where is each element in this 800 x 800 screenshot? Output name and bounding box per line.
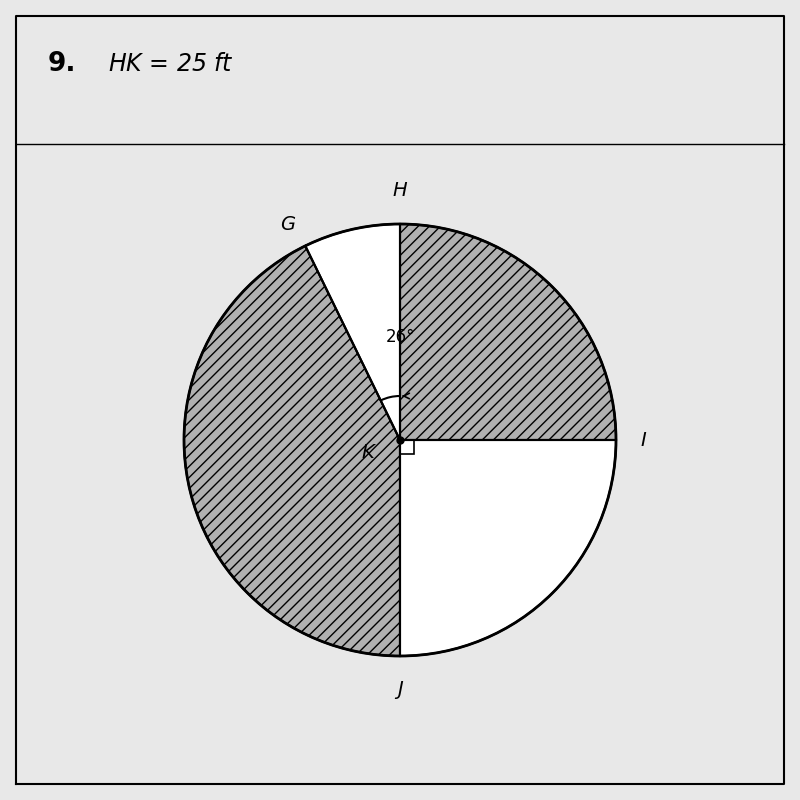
Text: I: I: [640, 430, 646, 450]
Wedge shape: [184, 246, 400, 656]
Wedge shape: [306, 224, 400, 440]
Text: G: G: [280, 214, 294, 234]
Text: $HK$ = 25 ft: $HK$ = 25 ft: [108, 52, 234, 76]
Text: 9.: 9.: [48, 51, 77, 77]
Wedge shape: [400, 224, 616, 440]
Wedge shape: [400, 440, 616, 656]
Text: J: J: [397, 680, 403, 699]
Text: K: K: [362, 442, 374, 462]
Text: H: H: [393, 181, 407, 200]
Text: 26°: 26°: [386, 328, 415, 346]
